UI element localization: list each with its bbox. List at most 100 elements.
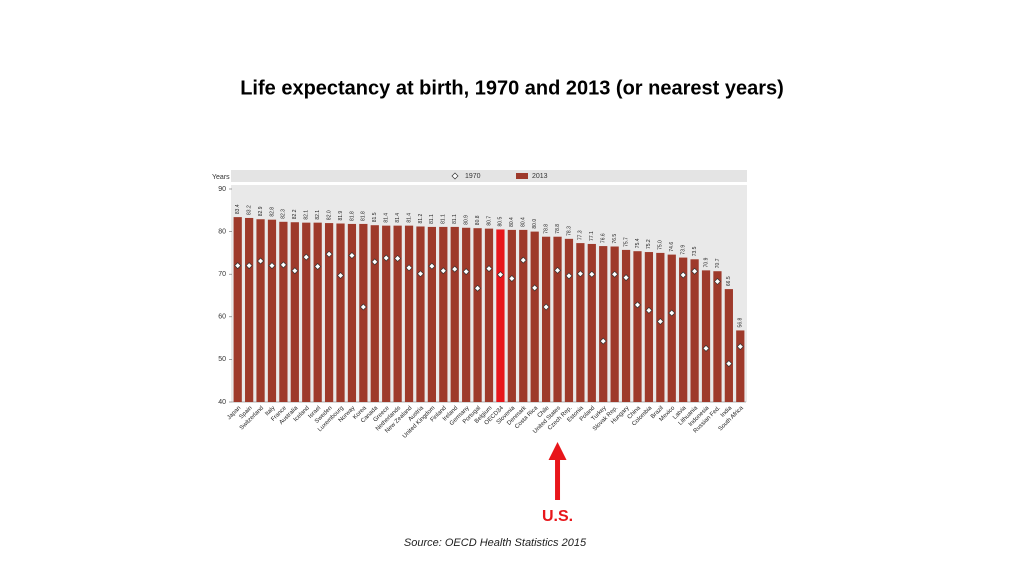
value-label: 83.2 bbox=[246, 205, 252, 215]
bar bbox=[393, 225, 402, 402]
value-label: 75.0 bbox=[658, 240, 664, 250]
value-label: 74.6 bbox=[669, 242, 675, 252]
value-label: 75.7 bbox=[623, 237, 629, 247]
chart-title: Life expectancy at birth, 1970 and 2013 … bbox=[240, 77, 784, 99]
bar bbox=[679, 257, 688, 402]
value-label: 81.4 bbox=[406, 213, 412, 223]
marker-1970 bbox=[565, 272, 573, 280]
value-label: 81.4 bbox=[384, 213, 390, 223]
marker-1970 bbox=[234, 262, 242, 270]
value-label: 70.7 bbox=[715, 258, 721, 268]
marker-1970 bbox=[405, 264, 413, 272]
bar bbox=[644, 252, 654, 402]
bar bbox=[496, 229, 505, 402]
marker-1970 bbox=[679, 271, 687, 279]
bar bbox=[519, 229, 528, 402]
value-label: 82.0 bbox=[326, 210, 332, 220]
y-tick-label: 60 bbox=[218, 314, 226, 321]
bar bbox=[541, 236, 551, 402]
bar bbox=[439, 226, 448, 402]
marker-1970 bbox=[325, 250, 333, 258]
marker-1970 bbox=[245, 262, 253, 270]
value-label: 77.1 bbox=[589, 231, 595, 241]
marker-1970 bbox=[713, 277, 721, 285]
bar bbox=[553, 236, 562, 402]
arrow-head bbox=[548, 442, 567, 460]
bar bbox=[267, 219, 277, 402]
marker-1970 bbox=[371, 258, 379, 266]
legend-swatch bbox=[451, 172, 459, 180]
y-axis-label: Years bbox=[212, 174, 230, 181]
value-label: 81.1 bbox=[429, 214, 435, 224]
bar bbox=[587, 243, 596, 402]
value-label: 76.5 bbox=[612, 234, 618, 244]
marker-1970 bbox=[428, 262, 436, 270]
bar bbox=[256, 219, 265, 402]
bar bbox=[530, 231, 539, 402]
marker-1970 bbox=[451, 265, 459, 273]
value-label: 70.9 bbox=[703, 257, 709, 267]
value-label: 80.9 bbox=[463, 215, 469, 225]
bar bbox=[245, 217, 254, 402]
marker-1970 bbox=[531, 284, 539, 292]
marker-1970 bbox=[668, 309, 676, 317]
legend-swatch bbox=[516, 173, 528, 179]
annotation: U.S. bbox=[542, 508, 573, 525]
bar bbox=[633, 251, 642, 402]
value-label: 78.3 bbox=[566, 226, 572, 236]
value-label: 81.9 bbox=[338, 211, 344, 221]
value-label: 56.8 bbox=[738, 317, 744, 327]
bar bbox=[404, 225, 414, 402]
value-label: 82.2 bbox=[292, 209, 298, 219]
marker-1970 bbox=[257, 257, 265, 265]
bar bbox=[701, 270, 711, 402]
bar bbox=[336, 223, 345, 402]
bar bbox=[599, 246, 608, 402]
marker-1970 bbox=[348, 251, 356, 259]
value-label: 80.4 bbox=[521, 217, 527, 227]
marker-1970 bbox=[554, 266, 562, 274]
value-label: 80.4 bbox=[509, 217, 515, 227]
marker-1970 bbox=[394, 254, 402, 262]
marker-1970 bbox=[656, 317, 664, 325]
source-note: Source: OECD Health Statistics 2015 bbox=[404, 537, 587, 549]
marker-1970 bbox=[314, 263, 322, 271]
marker-1970 bbox=[542, 303, 550, 311]
y-tick-label: 90 bbox=[218, 186, 226, 193]
value-label: 78.8 bbox=[555, 224, 561, 234]
bar bbox=[621, 249, 631, 402]
value-label: 80.8 bbox=[475, 215, 481, 225]
marker-1970 bbox=[736, 343, 744, 351]
value-label: 82.3 bbox=[281, 209, 287, 219]
y-tick-label: 50 bbox=[218, 356, 226, 363]
bar bbox=[656, 252, 665, 402]
bar bbox=[724, 289, 733, 402]
value-label: 77.3 bbox=[578, 230, 584, 240]
marker-1970 bbox=[382, 254, 390, 262]
marker-1970 bbox=[416, 270, 424, 278]
bar bbox=[370, 225, 379, 402]
value-label: 81.1 bbox=[441, 214, 447, 224]
bar bbox=[359, 223, 368, 402]
marker-1970 bbox=[633, 301, 641, 309]
bar bbox=[427, 226, 437, 402]
bar bbox=[462, 227, 471, 402]
value-label: 80.5 bbox=[498, 217, 504, 227]
marker-1970 bbox=[474, 284, 482, 292]
value-label: 66.5 bbox=[726, 276, 732, 286]
bar bbox=[576, 243, 585, 402]
legend-label: 2013 bbox=[532, 173, 548, 180]
marker-1970 bbox=[599, 337, 607, 345]
bar bbox=[713, 271, 722, 402]
value-label: 78.8 bbox=[543, 224, 549, 234]
marker-1970 bbox=[645, 306, 653, 314]
bar bbox=[484, 228, 494, 402]
marker-1970 bbox=[462, 268, 470, 276]
y-tick-label: 40 bbox=[218, 399, 226, 406]
bar bbox=[382, 225, 391, 402]
marker-1970 bbox=[302, 253, 310, 261]
value-label: 80.0 bbox=[532, 219, 538, 229]
value-label: 81.8 bbox=[349, 211, 355, 221]
